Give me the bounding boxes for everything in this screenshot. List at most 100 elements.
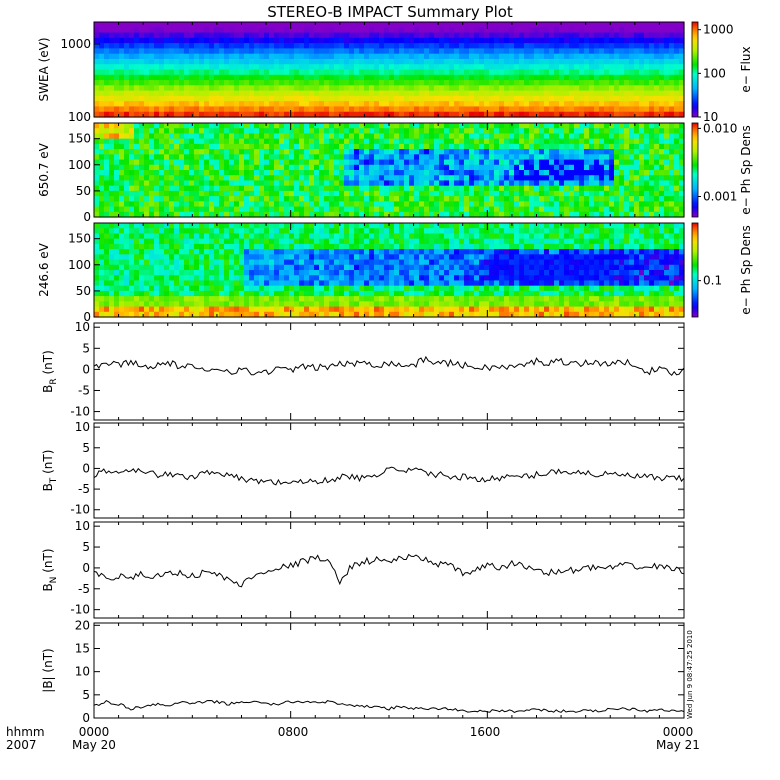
heatmap-cell xyxy=(469,80,475,86)
heatmap-cell xyxy=(259,27,265,34)
heatmap-cell xyxy=(584,101,590,108)
heatmap-cell xyxy=(379,175,385,182)
heatmap-cell xyxy=(534,154,540,161)
heatmap-cell xyxy=(409,170,415,176)
heatmap-cell xyxy=(619,74,625,81)
heatmap-cell xyxy=(219,58,225,65)
heatmap-cell xyxy=(649,37,655,44)
heatmap-cell xyxy=(159,123,165,129)
heatmap-cell xyxy=(239,154,245,161)
heatmap-cell xyxy=(464,48,470,55)
heatmap-cell xyxy=(194,101,200,108)
heatmap-cell xyxy=(189,243,195,250)
heatmap-cell xyxy=(169,180,175,187)
heatmap-cell xyxy=(154,111,160,118)
heatmap-cell xyxy=(289,143,295,150)
heatmap-cell xyxy=(359,149,365,155)
heatmap-cell xyxy=(409,43,415,49)
heatmap-cell xyxy=(229,159,235,166)
heatmap-cell xyxy=(229,106,235,113)
heatmap-cell xyxy=(269,64,275,71)
heatmap-cell xyxy=(104,32,110,39)
heatmap-cell xyxy=(399,106,405,113)
heatmap-cell xyxy=(274,32,280,39)
heatmap-cell xyxy=(614,185,620,192)
heatmap-cell xyxy=(189,280,195,287)
heatmap-cell xyxy=(104,306,110,313)
heatmap-cell xyxy=(644,106,650,113)
heatmap-cell xyxy=(259,285,265,292)
heatmap-cell xyxy=(149,285,155,292)
heatmap-cell xyxy=(399,64,405,71)
heatmap-cell xyxy=(639,185,645,192)
heatmap-cell xyxy=(644,206,650,213)
heatmap-cell xyxy=(449,175,455,182)
heatmap-cell xyxy=(124,111,130,118)
heatmap-cell xyxy=(614,101,620,108)
heatmap-cell xyxy=(284,22,290,28)
heatmap-cell xyxy=(294,85,300,92)
heatmap-cell xyxy=(129,154,135,161)
heatmap-cell xyxy=(674,111,680,118)
heatmap-cell xyxy=(574,32,580,39)
heatmap-cell xyxy=(484,85,490,92)
heatmap-cell xyxy=(194,154,200,161)
heatmap-cell xyxy=(469,154,475,161)
heatmap-cell xyxy=(434,149,440,155)
heatmap-cell xyxy=(469,95,475,102)
heatmap-cell xyxy=(554,85,560,92)
heatmap-cell xyxy=(644,58,650,65)
heatmap-cell xyxy=(94,264,100,271)
heatmap-cell xyxy=(134,254,140,261)
heatmap-cell xyxy=(174,180,180,187)
heatmap-cell xyxy=(229,211,235,218)
heatmap-cell xyxy=(249,64,255,71)
heatmap-cell xyxy=(124,228,130,235)
heatmap-cell xyxy=(444,48,450,55)
heatmap-cell xyxy=(139,306,145,313)
heatmap-cell xyxy=(349,64,355,71)
heatmap-cell xyxy=(424,185,430,192)
heatmap-cell xyxy=(669,111,675,118)
heatmap-cell xyxy=(179,254,185,261)
heatmap-cell xyxy=(119,106,125,113)
heatmap-cell xyxy=(589,74,595,81)
heatmap-cell xyxy=(519,149,525,155)
heatmap-cell xyxy=(544,206,550,213)
heatmap-cell xyxy=(594,206,600,213)
heatmap-cell xyxy=(514,22,520,28)
heatmap-cell xyxy=(229,249,235,255)
heatmap-cell xyxy=(544,159,550,166)
heatmap-cell xyxy=(429,138,435,145)
heatmap-cell xyxy=(539,123,545,129)
heatmap-cell xyxy=(199,143,205,150)
heatmap-cell xyxy=(674,154,680,161)
heatmap-cell xyxy=(644,37,650,44)
heatmap-cell xyxy=(484,154,490,161)
heatmap-cell xyxy=(659,138,665,145)
heatmap-cell xyxy=(499,95,505,102)
heatmap-cell xyxy=(94,138,100,145)
heatmap-cell xyxy=(524,74,530,81)
heatmap-cell xyxy=(294,164,300,171)
heatmap-cell xyxy=(159,270,165,276)
heatmap-cell xyxy=(234,290,240,297)
heatmap-cell xyxy=(194,206,200,213)
heatmap-cell xyxy=(124,43,130,49)
heatmap-cell xyxy=(639,74,645,81)
heatmap-cell xyxy=(329,95,335,102)
heatmap-cell xyxy=(589,154,595,161)
heatmap-cell xyxy=(334,85,340,92)
heatmap-cell xyxy=(314,154,320,161)
heatmap-cell xyxy=(289,58,295,65)
heatmap-cell xyxy=(674,43,680,49)
heatmap-cell xyxy=(619,138,625,145)
heatmap-cell xyxy=(134,223,140,229)
heatmap-cell xyxy=(154,185,160,192)
heatmap-cell xyxy=(254,296,260,302)
heatmap-cell xyxy=(584,43,590,49)
heatmap-cell xyxy=(134,123,140,129)
heatmap-cell xyxy=(659,149,665,155)
heatmap-cell xyxy=(424,37,430,44)
heatmap-cell xyxy=(384,90,390,97)
